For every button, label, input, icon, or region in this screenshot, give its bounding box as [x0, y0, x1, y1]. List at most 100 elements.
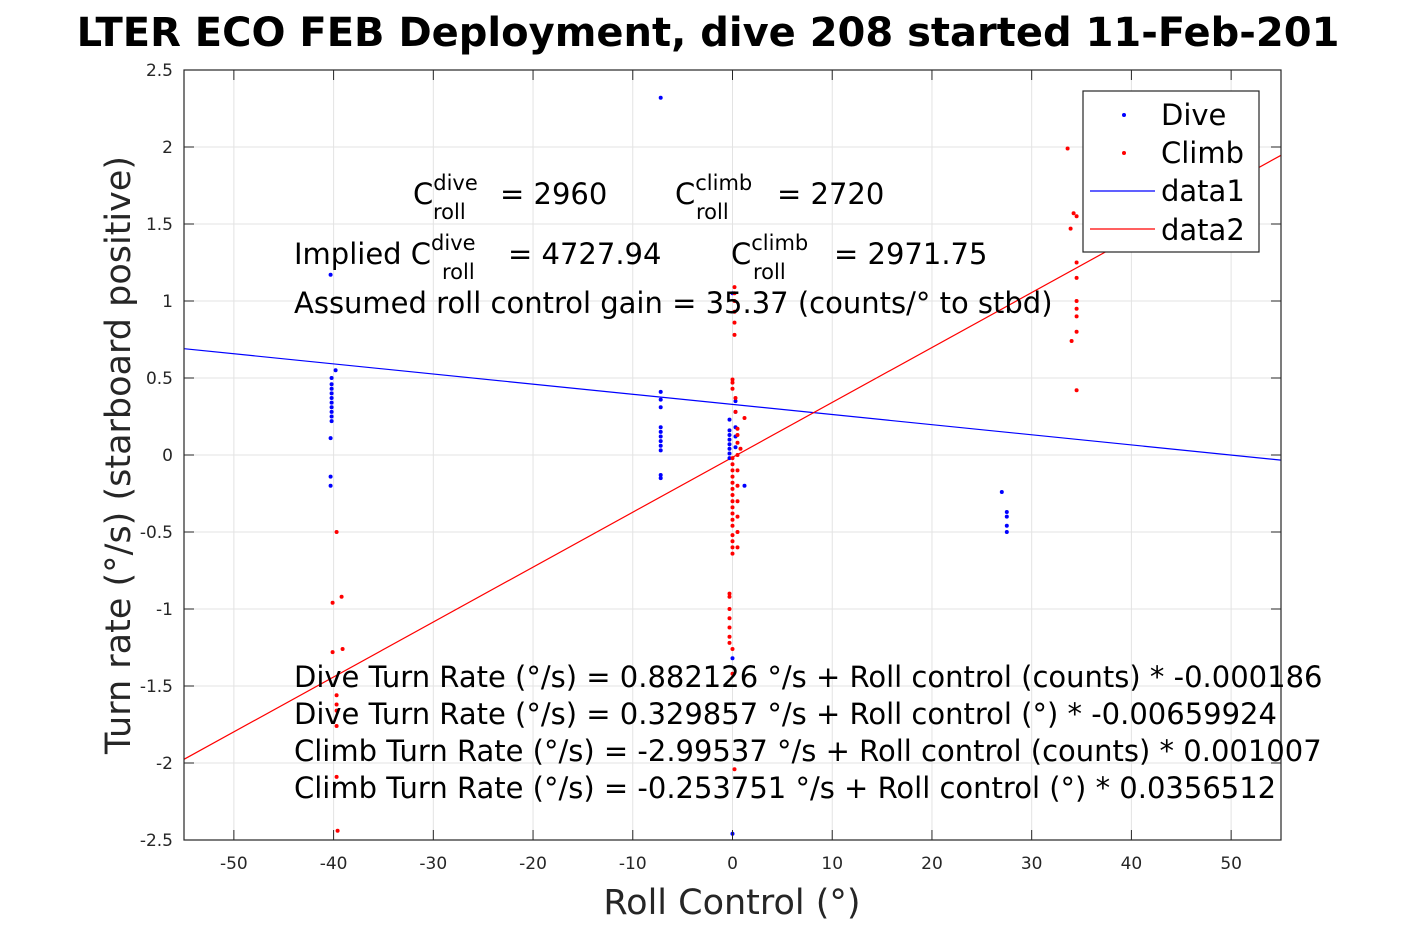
x-tick-label: 30: [1021, 854, 1043, 874]
legend-climb-label: Climb: [1161, 136, 1244, 170]
climb-point: [1069, 339, 1074, 343]
dive-point: [727, 442, 732, 447]
y-tick-label: -1.5: [140, 677, 173, 697]
annotation-c-climb-sub: roll: [696, 200, 729, 224]
dive-point: [329, 400, 334, 405]
dive-point: [329, 396, 334, 400]
climb-point: [339, 594, 344, 599]
climb-point: [1074, 214, 1079, 219]
y-axis-label: Turn rate (°/s) (starboard positive): [99, 156, 139, 755]
climb-point: [730, 377, 735, 382]
annotation-c-dive-value: = 2960: [500, 177, 607, 211]
annotation-c-dive-sub: roll: [433, 200, 466, 224]
climb-point: [730, 386, 735, 391]
climb-point: [727, 591, 732, 596]
annotation-fit-dive-counts: Dive Turn Rate (°/s) = 0.882126 °/s + Ro…: [294, 660, 1322, 694]
y-tick-label: 1: [162, 292, 173, 312]
climb-point: [730, 380, 735, 385]
climb-point: [735, 483, 740, 488]
x-tick-label: 0: [727, 854, 738, 874]
annotation-c-dive: Cdive roll = 2960: [413, 171, 607, 224]
climb-point: [733, 409, 738, 414]
climb-point: [730, 505, 735, 510]
climb-point: [730, 647, 735, 651]
annotation-c2-sup: climb: [751, 231, 808, 255]
x-tick-label: 50: [1220, 854, 1242, 874]
climb-point: [735, 499, 740, 504]
annotation-c2-value: = 2971.75: [834, 237, 987, 271]
dive-point: [658, 448, 663, 453]
annotation-gain: Assumed roll control gain = 35.37 (count…: [294, 286, 1053, 320]
dive-point: [658, 434, 663, 439]
climb-point: [1074, 388, 1079, 393]
climb-point: [732, 309, 737, 314]
climb-point: [730, 486, 735, 491]
legend-dive-marker: [1122, 113, 1126, 117]
y-tick-label: 0.5: [146, 369, 173, 389]
legend-dive-label: Dive: [1161, 98, 1226, 132]
dive-point: [328, 272, 333, 277]
dive-point: [328, 483, 333, 488]
climb-point: [730, 456, 735, 461]
x-tick-label: -20: [519, 854, 547, 874]
dive-point: [658, 439, 663, 444]
x-tick-label: -30: [419, 854, 447, 874]
climb-point: [1068, 226, 1073, 231]
y-tick-label: -1: [156, 600, 173, 620]
dive-point: [727, 437, 732, 442]
climb-point: [735, 530, 740, 534]
annotation-implied-sup: dive: [431, 231, 476, 255]
dive-point: [328, 474, 333, 479]
chart-title: LTER ECO FEB Deployment, dive 208 starte…: [77, 10, 1340, 56]
x-tick-label: -40: [320, 854, 348, 874]
climb-point: [1065, 146, 1070, 151]
dive-point: [328, 436, 333, 441]
dive-point: [329, 376, 334, 380]
dive-point: [329, 409, 334, 414]
series-line-data1: [183, 348, 1282, 461]
x-tick-label: -10: [619, 854, 647, 874]
x-axis-label: Roll Control (°): [603, 883, 860, 923]
dive-point: [329, 414, 334, 419]
dive-point: [658, 405, 663, 410]
x-tick-label: 40: [1121, 854, 1143, 874]
climb-point: [730, 517, 735, 522]
climb-point: [742, 416, 747, 420]
annotation-implied-value: = 4727.94: [508, 237, 661, 271]
climb-point: [727, 640, 732, 645]
annotation-c-climb-value: = 2720: [777, 177, 884, 211]
climb-point: [334, 702, 339, 707]
legend-data2-label: data2: [1161, 213, 1245, 247]
climb-point: [730, 523, 735, 528]
climb-point: [1074, 306, 1079, 311]
climb-point: [730, 671, 735, 676]
climb-point: [334, 693, 339, 698]
climb-point: [732, 320, 737, 325]
climb-point: [1074, 260, 1079, 265]
dive-point: [658, 429, 663, 434]
climb-point: [340, 647, 345, 651]
legend-climb-marker: [1122, 151, 1126, 155]
climb-point: [735, 453, 740, 457]
annotation-implied-sub: roll: [442, 260, 475, 284]
legend-box: [1082, 90, 1260, 253]
climb-point: [735, 514, 740, 519]
dive-point: [658, 397, 663, 402]
x-tick-label: 20: [921, 854, 943, 874]
climb-point: [730, 493, 735, 497]
y-tick-label: -2.5: [140, 831, 173, 851]
climb-point: [730, 551, 735, 556]
climb-point: [730, 533, 735, 538]
dive-point: [733, 399, 738, 404]
dive-point: [658, 443, 663, 448]
dive-point: [329, 386, 334, 391]
climb-point: [330, 650, 335, 655]
climb-point: [335, 828, 340, 833]
climb-point: [727, 594, 732, 599]
annotation-fit-climb-degrees: Climb Turn Rate (°/s) = -0.253751 °/s + …: [294, 771, 1276, 805]
climb-point: [730, 545, 735, 550]
climb-point: [735, 426, 740, 431]
climb-point: [732, 332, 737, 337]
climb-point: [730, 539, 735, 544]
